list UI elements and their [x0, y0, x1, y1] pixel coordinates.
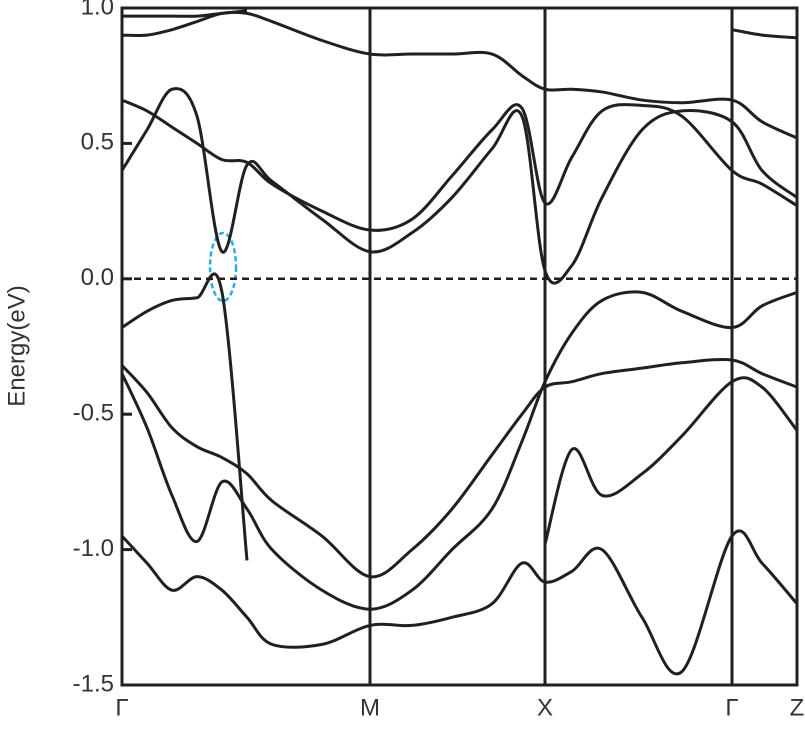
- x-tick-label: Γ: [115, 694, 128, 721]
- highlight-ellipse: [208, 231, 238, 303]
- y-tick-label: 0.0: [81, 264, 114, 291]
- x-tick-label: Γ: [725, 694, 738, 721]
- band-line: [122, 98, 797, 232]
- x-tick-label: Z: [790, 694, 805, 721]
- band-line: [122, 358, 797, 579]
- band-line: [122, 10, 797, 140]
- y-tick-label: -1.5: [73, 670, 114, 697]
- band-line: [122, 529, 797, 676]
- x-tick-label: M: [360, 694, 380, 721]
- x-tick-label: X: [537, 694, 553, 721]
- y-tick-label: 0.5: [81, 129, 114, 156]
- band-line: [122, 9, 797, 40]
- y-tick-label: -0.5: [73, 400, 114, 427]
- band-line: [122, 87, 797, 285]
- band-line: [543, 376, 797, 545]
- y-tick-label: -1.0: [73, 535, 114, 562]
- y-axis-label: Energy(eV): [3, 285, 30, 406]
- band-line: [122, 272, 249, 561]
- band-line: [122, 290, 797, 611]
- y-tick-label: 1.0: [81, 0, 114, 20]
